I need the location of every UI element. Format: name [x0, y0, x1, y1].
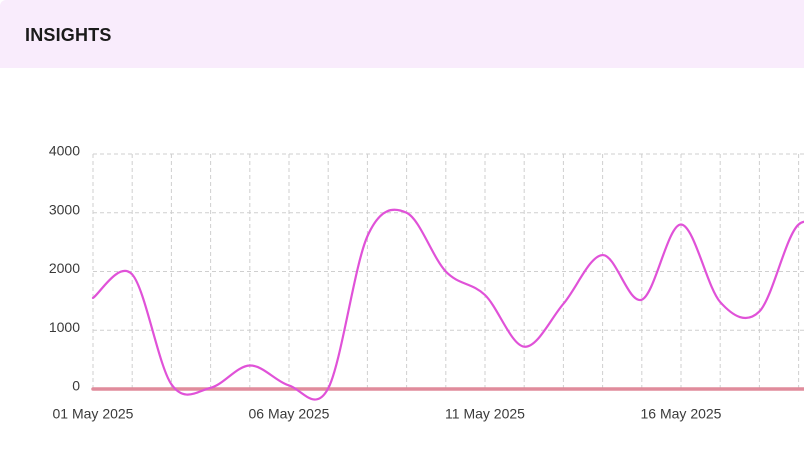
y-tick-label: 4000 — [49, 143, 80, 159]
y-tick-label: 2000 — [49, 260, 80, 276]
x-tick-label: 16 May 2025 — [641, 406, 722, 422]
y-tick-label: 3000 — [49, 201, 80, 217]
y-tick-label: 0 — [72, 378, 80, 394]
header-title: INSIGHTS — [25, 25, 112, 45]
x-tick-label: 11 May 2025 — [445, 406, 525, 422]
y-tick-label: 1000 — [49, 319, 80, 335]
x-tick-label: 01 May 2025 — [53, 406, 134, 422]
header: INSIGHTS — [0, 0, 804, 68]
data-line — [91, 208, 804, 401]
x-tick-label: 06 May 2025 — [249, 406, 330, 422]
